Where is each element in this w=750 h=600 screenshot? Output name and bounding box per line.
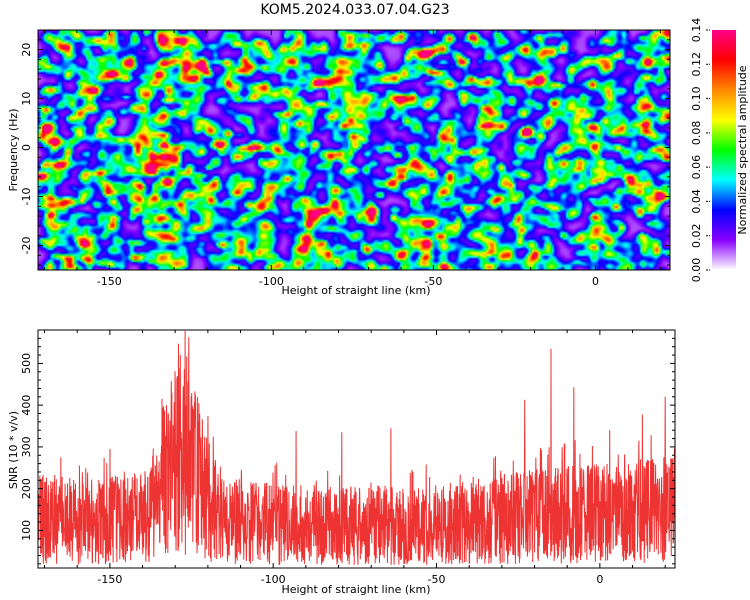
snr-x-tick-label: -150	[97, 573, 122, 586]
snr-series-line	[38, 330, 675, 565]
spectrogram-x-axis-label: Height of straight line (km)	[281, 284, 430, 297]
snr-x-tick-label: 0	[596, 573, 603, 586]
snr-x-axis-label: Height of straight line (km)	[281, 583, 430, 596]
spectrogram-x-tick-label: -100	[259, 275, 284, 288]
snr-panel: -150 -100 -50 0 100 200 300 400 500 Height of st…	[7, 329, 676, 596]
snr-plot-area	[38, 330, 675, 565]
spectrogram-x-tick-label: -50	[424, 275, 442, 288]
chart-title: KOM5.2024.033.07.04.G23	[260, 2, 449, 18]
snr-x-tick-label: -50	[428, 573, 446, 586]
spectrogram-x-tick-label: 0	[592, 275, 599, 288]
colorbar-tick-label: 0.12	[690, 52, 703, 77]
spectrogram-image	[38, 30, 670, 270]
colorbar-ticks: 0.00 0.02 0.04 0.06 0.08 0.10 0.12 0.14	[690, 18, 710, 283]
spectrogram-y-tick-label: -20	[20, 237, 33, 255]
colorbar-gradient	[712, 30, 736, 270]
snr-frame	[37, 329, 676, 569]
snr-x-tick-label: -100	[261, 573, 286, 586]
snr-y-tick-label: 500	[20, 353, 33, 374]
spectrogram-y-tick-label: 0	[20, 144, 33, 151]
snr-y-tick-label: 200	[20, 478, 33, 499]
spectrogram-y-tick-label: 20	[20, 43, 33, 57]
colorbar-tick-label: 0.04	[690, 189, 703, 214]
colorbar: 0.00 0.02 0.04 0.06 0.08 0.10 0.12 0.14 Normali…	[690, 18, 749, 283]
spectrogram-x-tick-label: -150	[97, 275, 122, 288]
snr-y-tick-label: 400	[20, 395, 33, 416]
colorbar-tick-label: 0.02	[690, 223, 703, 248]
spectrogram-y-tick-label: -10	[20, 188, 33, 206]
snr-y-axis-label: SNR (10 * v/v)	[7, 411, 20, 489]
snr-y-tick-label: 100	[20, 520, 33, 541]
spectrogram-y-axis-label: Frequency (Hz)	[7, 109, 20, 192]
spectrogram-plot-area	[38, 30, 670, 270]
colorbar-tick-label: 0.00	[690, 258, 703, 283]
snr-ticks: -150 -100 -50 0 100 200 300 400 500	[20, 329, 675, 586]
colorbar-tick-label: 0.10	[690, 86, 703, 111]
colorbar-tick-label: 0.14	[690, 18, 703, 43]
colorbar-tick-label: 0.08	[690, 121, 703, 146]
colorbar-tick-label: 0.06	[690, 155, 703, 180]
spectrogram-frame	[37, 29, 671, 271]
snr-y-tick-label: 300	[20, 436, 33, 457]
colorbar-label: Normalized spectral amplitude	[736, 65, 749, 234]
spectrogram-y-tick-label: 10	[20, 92, 33, 106]
